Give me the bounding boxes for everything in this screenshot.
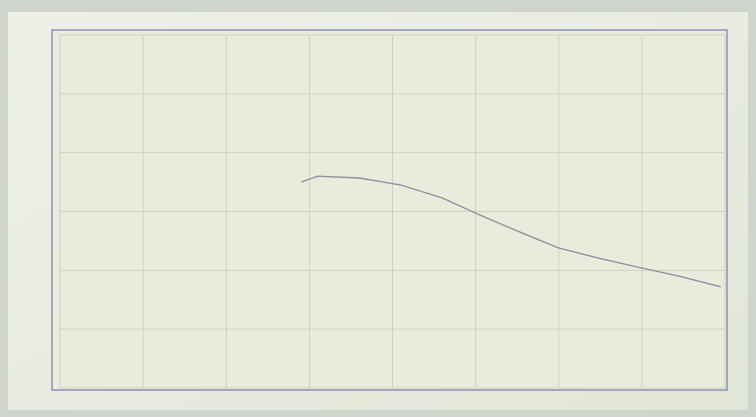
plot-area	[52, 30, 727, 390]
screen-photo	[0, 0, 756, 417]
page: (() => { const data = JSON.parse(documen…	[0, 0, 756, 417]
